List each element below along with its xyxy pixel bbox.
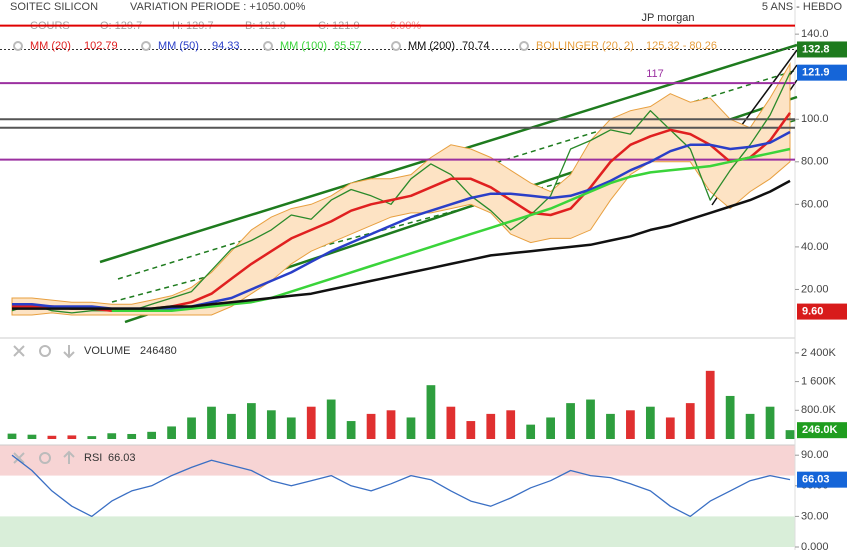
volume-bar <box>187 417 196 439</box>
panel-value: 246480 <box>140 345 177 357</box>
y-tick-label: 0.000 <box>801 541 829 550</box>
volume-bar <box>227 413 236 439</box>
settings-icon <box>263 41 273 51</box>
volume-bar <box>725 395 735 439</box>
volume-bar <box>67 435 77 439</box>
volume-bar <box>7 433 17 439</box>
legend-name: MM (50) <box>158 40 199 52</box>
volume-bar <box>107 433 117 439</box>
volume-bar <box>685 403 695 439</box>
volume-bar <box>87 436 97 439</box>
volume-bar <box>207 406 216 439</box>
volume-bar <box>47 435 57 439</box>
legend-name: MM (20) <box>30 40 71 52</box>
volume-bar <box>785 430 795 439</box>
y-tick-label: 40.00 <box>801 241 829 253</box>
volume-bar <box>566 403 575 439</box>
series-line <box>111 147 791 312</box>
y-tick-label: 2 400K <box>801 347 837 359</box>
variation: VARIATION PERIODE : +1050.00% <box>130 1 306 13</box>
volume-bar <box>326 399 336 439</box>
volume-bar <box>147 431 157 439</box>
settings-icon <box>391 41 401 51</box>
volume-bar <box>586 399 595 439</box>
y-tick-label: 30.00 <box>801 510 829 522</box>
legend-name: MM (200) <box>408 40 455 52</box>
volume-bar <box>486 413 496 439</box>
y-tick-label: 80.00 <box>801 156 829 168</box>
price-marker <box>797 471 847 488</box>
price-marker-label: 132.8 <box>802 43 830 55</box>
y-tick-label: 140.0 <box>801 28 829 40</box>
bollinger-band <box>11 62 791 316</box>
volume-bar <box>446 406 456 439</box>
level-label: 117 <box>646 68 664 80</box>
volume-bar <box>27 434 37 439</box>
zone <box>0 516 795 547</box>
volume-bar <box>506 410 516 439</box>
volume-bar <box>426 385 436 439</box>
legend-value: 102.79 <box>84 40 118 52</box>
legend-name: BOLLINGER (20, 2) <box>536 40 634 52</box>
annotation: JP morgan <box>642 12 695 24</box>
price-marker <box>797 41 847 58</box>
settings-icon <box>13 41 23 51</box>
settings-icon <box>141 41 151 51</box>
volume-bar <box>645 406 655 439</box>
price-marker <box>797 422 847 439</box>
legend-value: 125.32 - 80.26 <box>646 40 717 52</box>
panel-value: 66.03 <box>108 452 136 464</box>
volume-bar <box>167 426 176 439</box>
panel-name: VOLUME <box>84 345 130 357</box>
zone <box>0 445 795 476</box>
y-tick-label: 800.0K <box>801 404 837 416</box>
volume-bar <box>526 424 536 439</box>
volume-bar <box>386 410 396 439</box>
volume-bar <box>626 410 635 439</box>
volume-bar <box>406 417 416 439</box>
price-marker <box>797 64 847 81</box>
price-marker-label: 246.0K <box>802 424 838 436</box>
volume-bar <box>346 421 356 439</box>
volume-bar <box>765 406 775 439</box>
volume-bar <box>745 413 755 439</box>
y-tick-label: 90.00 <box>801 449 829 461</box>
legend-value: 70.74 <box>462 40 490 52</box>
volume-bar <box>306 406 316 439</box>
volume-bar <box>606 413 615 439</box>
price-marker-label: 9.60 <box>802 305 823 317</box>
panel-name: RSI <box>84 452 102 464</box>
legend-name: MM (100) <box>280 40 327 52</box>
legend-value: 85.57 <box>334 40 362 52</box>
series-line <box>12 179 791 310</box>
price-marker <box>797 303 847 320</box>
title: SOITEC SILICON <box>10 1 98 13</box>
volume-bar <box>466 421 476 439</box>
legend-value: 94.33 <box>212 40 240 52</box>
volume-bar <box>546 417 555 439</box>
volume-bar <box>366 413 376 439</box>
y-tick-label: 1 600K <box>801 376 837 388</box>
price-marker-label: 121.9 <box>802 67 830 79</box>
price-marker-label: 66.03 <box>802 474 830 486</box>
settings-icon <box>519 41 529 51</box>
volume-bar <box>266 410 276 439</box>
volume-bar <box>286 417 296 439</box>
y-tick-label: 20.00 <box>801 283 829 295</box>
period: 5 ANS - HEBDO <box>762 1 843 13</box>
series-line <box>11 454 791 518</box>
volume-bar <box>127 433 137 439</box>
volume-bar <box>247 403 256 439</box>
layers <box>0 445 795 547</box>
volume-bar <box>705 370 715 439</box>
y-tick-label: 100.0 <box>801 113 829 125</box>
volume-bar <box>665 417 675 439</box>
y-tick-label: 60.00 <box>801 198 829 210</box>
panel-icons <box>13 345 75 464</box>
